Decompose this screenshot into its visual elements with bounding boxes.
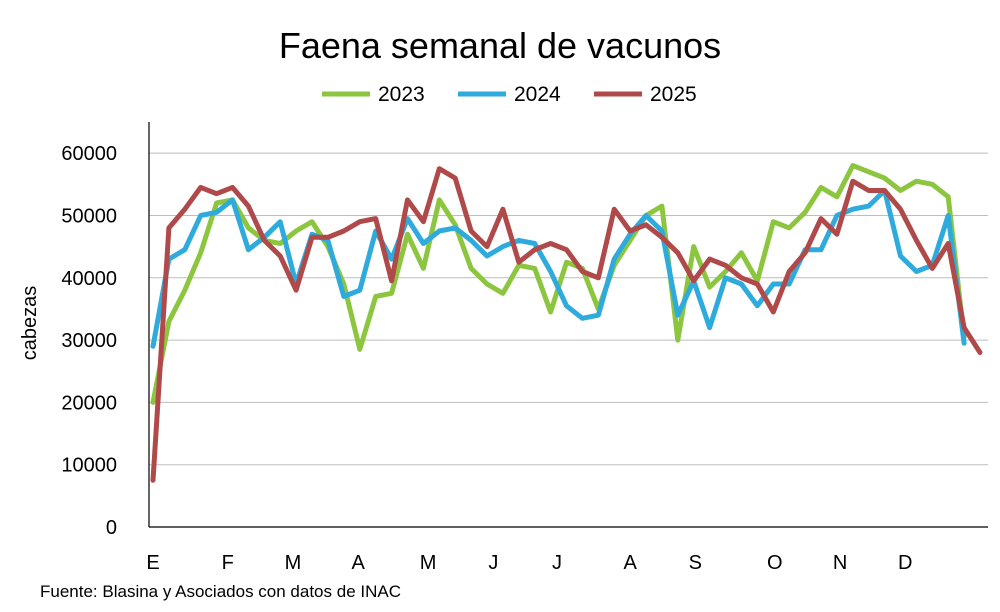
series-line-2025 <box>150 166 983 483</box>
x-tick-label: A <box>351 552 365 574</box>
y-tick-labels: 0 10000 20000 30000 40000 50000 60000 <box>61 143 117 539</box>
x-tick-label: F <box>222 552 234 574</box>
y-tick-label: 60000 <box>61 143 117 165</box>
y-tick-label: 40000 <box>61 268 117 290</box>
x-tick-label: A <box>623 552 637 574</box>
y-tick-label: 0 <box>106 517 117 539</box>
legend-label-2025: 2025 <box>650 83 697 106</box>
y-tick-label: 50000 <box>61 205 117 227</box>
y-tick-label: 20000 <box>61 392 117 414</box>
x-tick-label: D <box>898 552 912 574</box>
legend-label-2024: 2024 <box>514 83 561 106</box>
source-note: Fuente: Blasina y Asociados con datos de… <box>40 582 401 601</box>
x-tick-label: M <box>420 552 437 574</box>
x-tick-label: O <box>767 552 783 574</box>
x-tick-label: J <box>488 552 498 574</box>
x-tick-label: N <box>833 552 847 574</box>
x-tick-label: E <box>146 552 159 574</box>
legend: 2023 2024 2025 <box>322 83 697 106</box>
axes <box>148 122 988 528</box>
y-axis-label: cabezas <box>19 286 41 361</box>
x-tick-label: S <box>689 552 702 574</box>
series-lines <box>150 163 983 483</box>
x-tick-label: M <box>285 552 302 574</box>
legend-label-2023: 2023 <box>378 83 425 106</box>
chart-title: Faena semanal de vacunos <box>279 25 721 66</box>
y-tick-label: 10000 <box>61 455 117 477</box>
x-tick-label: J <box>552 552 562 574</box>
y-tick-label: 30000 <box>61 330 117 352</box>
series-line-2024 <box>150 188 967 349</box>
